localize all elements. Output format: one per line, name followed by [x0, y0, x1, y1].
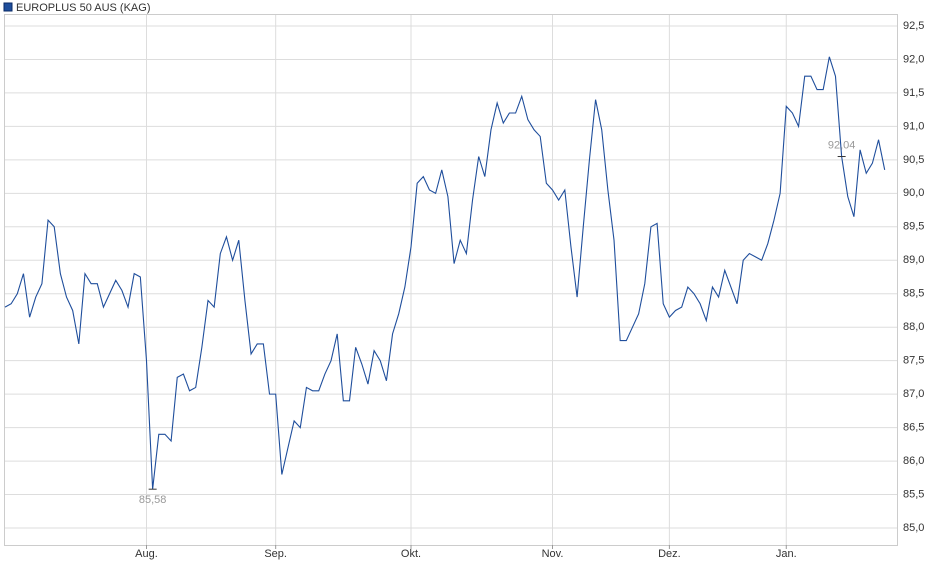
y-tick-label: 92,0: [903, 53, 924, 65]
series-line: [4, 56, 886, 490]
y-tick-label: 89,5: [903, 221, 924, 233]
y-tick-label: 85,0: [903, 522, 924, 534]
y-tick-label: 92,5: [903, 20, 924, 32]
value-label: 92,04: [828, 139, 856, 151]
y-tick-label: 89,0: [903, 254, 924, 266]
y-tick-label: 88,5: [903, 288, 924, 300]
y-tick-label: 90,0: [903, 187, 924, 199]
x-tick-label: Aug.: [135, 548, 158, 560]
x-tick-label: Nov.: [542, 548, 564, 560]
y-tick-label: 86,0: [903, 455, 924, 467]
x-tick-label: Jan.: [776, 548, 797, 560]
y-tick-label: 88,0: [903, 321, 924, 333]
plot-frame: [4, 14, 898, 546]
y-tick-label: 91,0: [903, 120, 924, 132]
x-tick-label: Okt.: [401, 548, 421, 560]
y-tick-label: 86,5: [903, 422, 924, 434]
y-tick-label: 87,5: [903, 355, 924, 367]
chart-title: EUROPLUS 50 AUS (KAG): [16, 2, 151, 14]
y-tick-label: 90,5: [903, 154, 924, 166]
y-tick-label: 85,5: [903, 488, 924, 500]
value-label: 85,58: [139, 494, 167, 506]
y-tick-label: 87,0: [903, 388, 924, 400]
y-tick-label: 91,5: [903, 87, 924, 99]
x-tick-label: Sep.: [264, 548, 287, 560]
legend-swatch: [3, 2, 13, 12]
x-tick-label: Dez.: [658, 548, 681, 560]
